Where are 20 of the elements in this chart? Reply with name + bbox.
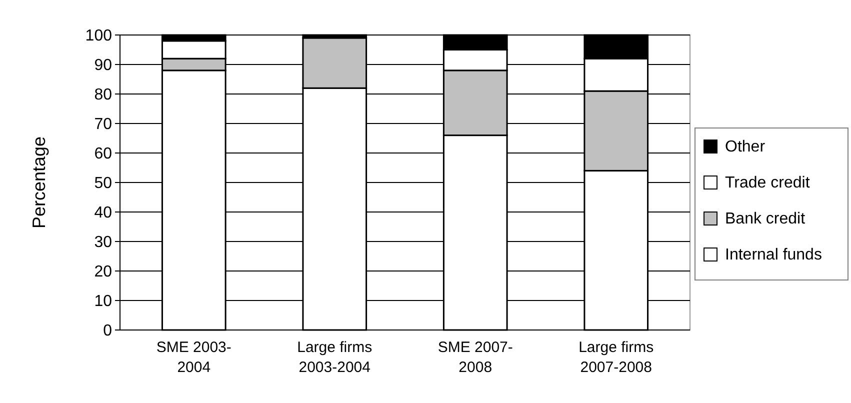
y-tick-label: 10	[94, 293, 112, 310]
y-tick-label: 70	[94, 116, 112, 134]
y-tick-label: 0	[103, 322, 112, 340]
y-tick-label: 20	[94, 264, 112, 281]
legend-label: Internal funds	[725, 246, 822, 264]
legend-label: Trade credit	[725, 174, 810, 192]
y-tick-label: 80	[94, 86, 112, 104]
y-tick-label: 60	[94, 146, 112, 163]
y-tick-label: 100	[85, 28, 112, 45]
legend-label: Bank credit	[725, 210, 806, 228]
y-tick-label: 50	[94, 175, 112, 192]
y-axis-title: Percentage	[29, 136, 49, 229]
legend-label: Other	[725, 138, 766, 156]
y-tick-label: 40	[94, 204, 112, 222]
x-tick-label: Large firms 2007-2008	[578, 339, 654, 376]
x-tick-label: Large firms 2003-2004	[297, 339, 372, 376]
y-tick-label: 90	[94, 57, 112, 74]
y-tick-label: 30	[94, 234, 112, 252]
x-tick-label: SME 2003-2004	[156, 339, 232, 376]
x-tick-label: SME 2007-2008	[438, 339, 513, 376]
